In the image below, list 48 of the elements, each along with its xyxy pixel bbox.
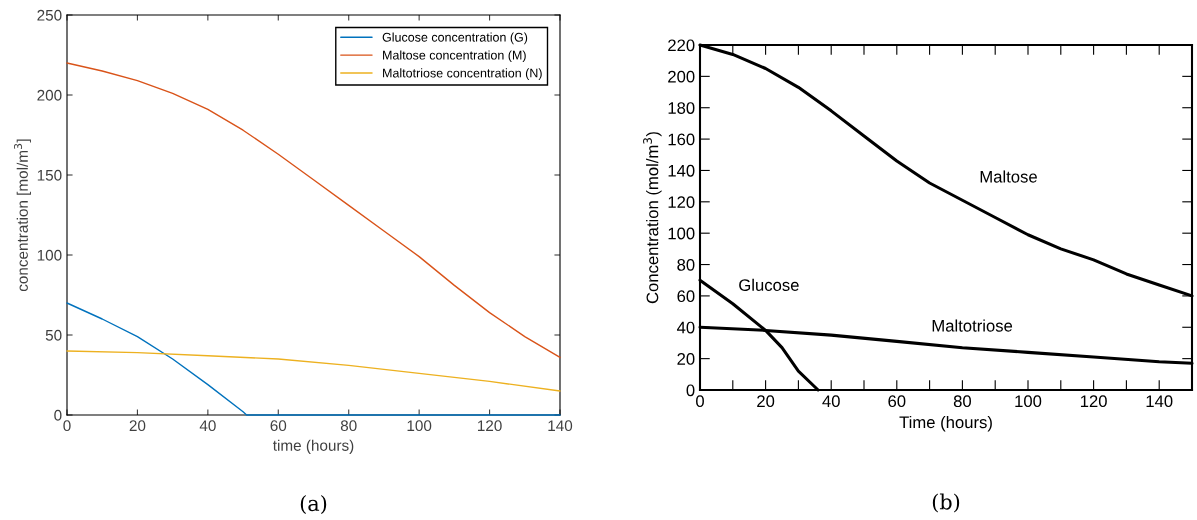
- y-tick-label: 200: [668, 70, 695, 83]
- x-tick-label: 0: [696, 395, 704, 408]
- legend-label: Glucose concentration (G): [382, 32, 528, 45]
- annotation: Maltotriose: [932, 319, 1013, 332]
- x-tick-label: 140: [548, 420, 573, 432]
- legend-label: Maltotriose concentration (N): [383, 68, 542, 80]
- x-tick-label: 0: [63, 420, 71, 432]
- y-tick-label: 220: [668, 39, 695, 52]
- text: (b): [932, 493, 960, 513]
- legend-label: Maltose concentration (M): [383, 50, 526, 63]
- y-axis-title: concentration [mol/m$^{3}$]: [13, 139, 31, 292]
- annotation: Glucose: [739, 278, 799, 291]
- y-tick-label: 180: [668, 102, 695, 114]
- annotation: Maltose: [980, 170, 1037, 183]
- x-tick-label: 20: [757, 395, 775, 408]
- x-tick-label: 120: [477, 420, 502, 432]
- x-tick-label: 100: [407, 420, 432, 432]
- y-tick-label: 0: [686, 384, 695, 397]
- x-tick-label: 100: [1015, 395, 1042, 408]
- line-series: [66, 350, 561, 392]
- y-tick-label: 200: [37, 89, 62, 101]
- x-tick-label: 80: [340, 420, 357, 432]
- y-axis-title: Concentration (mol/m$^{3}$): [643, 132, 662, 304]
- x-tick-label: 60: [888, 395, 906, 408]
- text: (a): [300, 495, 327, 515]
- x-tick-label: 140: [1146, 395, 1173, 408]
- y-tick-label: 20: [677, 353, 695, 365]
- line-series: [66, 62, 561, 359]
- x-tick-label: 40: [822, 395, 840, 408]
- x-tick-label: 20: [129, 420, 146, 432]
- y-tick-label: 60: [677, 290, 695, 303]
- y-tick-label: 160: [668, 133, 695, 146]
- x-tick-label: 120: [1080, 395, 1107, 408]
- y-tick-label: 50: [45, 329, 62, 341]
- y-tick-label: 100: [668, 227, 695, 240]
- y-tick-label: 0: [54, 409, 62, 421]
- x-tick-label: 80: [953, 395, 972, 408]
- y-tick-label: 150: [37, 169, 62, 181]
- x-tick-label: 60: [270, 420, 287, 432]
- y-tick-label: 40: [676, 321, 695, 334]
- x-axis-title: Time (hours): [899, 415, 992, 432]
- y-tick-label: 140: [668, 164, 695, 177]
- x-axis-title: time (hours): [272, 439, 354, 454]
- y-tick-label: 80: [677, 258, 695, 271]
- y-tick-label: 120: [668, 196, 695, 209]
- x-tick-label: 40: [199, 420, 216, 432]
- y-tick-label: 100: [37, 249, 62, 261]
- y-tick-label: 250: [37, 9, 62, 21]
